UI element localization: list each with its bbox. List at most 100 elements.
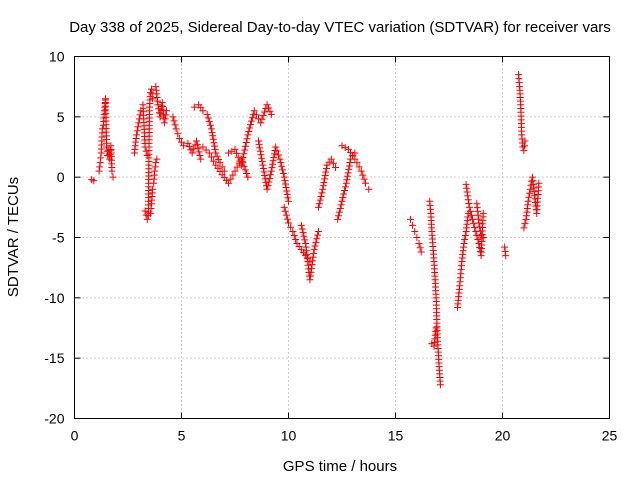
y-tick-label: -20 — [44, 411, 64, 427]
data-point-fill — [311, 242, 319, 250]
data-point-fill — [329, 159, 337, 167]
data-point-fill — [321, 171, 329, 179]
data-point-fill — [346, 159, 354, 167]
data-point-fill — [525, 193, 533, 201]
data-point-fill — [501, 247, 509, 255]
data-point-fill — [343, 176, 351, 184]
data-point-fill — [229, 171, 237, 179]
data-point-fill — [310, 249, 318, 257]
data-point — [520, 147, 528, 155]
data-point — [149, 185, 157, 193]
data-point-fill — [133, 127, 141, 135]
data-point-fill — [211, 142, 219, 150]
data-point-fill — [261, 108, 269, 116]
y-axis-label: SDTVAR / TECUs — [5, 177, 22, 297]
data-point-fill — [464, 192, 472, 200]
data-point-fill — [265, 104, 273, 112]
data-point-fill — [341, 144, 349, 152]
data-point — [310, 246, 318, 254]
data-point-fill — [202, 146, 210, 154]
data-point-fill — [190, 145, 198, 153]
data-point-fill — [209, 132, 217, 140]
data-point-fill — [97, 154, 105, 162]
x-axis-label: GPS time / hours — [283, 458, 397, 475]
data-point-fill — [283, 187, 291, 195]
data-point-fill — [520, 142, 528, 150]
data-point — [212, 149, 220, 157]
data-point-fill — [463, 184, 471, 192]
data-point-fill — [313, 235, 321, 243]
data-point-fill — [243, 170, 251, 178]
data-point-fill — [282, 184, 290, 192]
data-point-fill — [268, 164, 276, 172]
data-point-fill — [273, 147, 281, 155]
data-point — [135, 119, 143, 127]
data-point — [250, 107, 258, 115]
data-point — [149, 95, 157, 103]
data-point-fill — [205, 118, 213, 126]
data-point-fill — [247, 121, 255, 129]
data-point — [526, 185, 534, 193]
data-point — [90, 177, 98, 185]
data-point-fill — [266, 174, 274, 182]
data-point-fill — [255, 140, 263, 148]
data-point — [338, 197, 346, 205]
data-point — [276, 155, 284, 163]
data-point-fill — [336, 205, 344, 213]
data-point-fill — [233, 149, 241, 157]
x-tick-label: 5 — [178, 428, 186, 444]
x-tick-label: 20 — [495, 428, 511, 444]
data-point-fill — [292, 236, 300, 244]
chart-title: Day 338 of 2025, Sidereal Day-to-day VTE… — [69, 19, 611, 36]
data-point-fill — [465, 200, 473, 208]
data-point — [501, 243, 509, 251]
data-point-fill — [309, 257, 317, 265]
data-point-fill — [339, 194, 347, 202]
data-point-fill — [359, 171, 367, 179]
data-point-fill — [204, 114, 212, 122]
data-point-fill — [335, 208, 343, 216]
data-point — [349, 151, 357, 159]
data-point-fill — [461, 231, 469, 239]
data-point-fill — [265, 178, 273, 186]
data-point-fill — [209, 135, 217, 143]
data-point-fill — [170, 117, 178, 125]
data-point-fill — [281, 180, 289, 188]
data-point-fill — [187, 146, 195, 154]
data-point-fill — [269, 160, 277, 168]
data-point — [475, 219, 483, 227]
data-point-fill — [136, 111, 144, 119]
data-point — [192, 137, 200, 145]
data-point-fill — [344, 169, 352, 177]
data-point — [521, 137, 529, 145]
data-point-fill — [277, 159, 285, 167]
data-point-fill — [287, 223, 295, 231]
data-point — [257, 119, 265, 127]
data-point — [225, 149, 233, 157]
data-point — [502, 252, 510, 260]
data-point — [163, 107, 171, 115]
data-point-fill — [316, 196, 324, 204]
data-point-fill — [344, 172, 352, 180]
data-point-fill — [147, 205, 155, 213]
data-point-fill — [351, 155, 359, 163]
data-point-fill — [260, 168, 268, 176]
data-point-fill — [245, 127, 253, 135]
data-point — [406, 215, 414, 223]
data-point-fill — [193, 141, 201, 149]
data-point-fill — [208, 128, 216, 136]
data-point — [411, 227, 419, 235]
data-point — [519, 143, 527, 151]
data-point — [332, 164, 340, 172]
data-point — [334, 215, 342, 223]
data-point-fill — [308, 264, 316, 272]
data-point — [353, 159, 361, 167]
data-point-fill — [261, 171, 269, 179]
data-point — [231, 167, 239, 175]
data-point-fill — [161, 115, 169, 123]
data-point — [231, 145, 239, 153]
data-point-fill — [315, 200, 323, 208]
